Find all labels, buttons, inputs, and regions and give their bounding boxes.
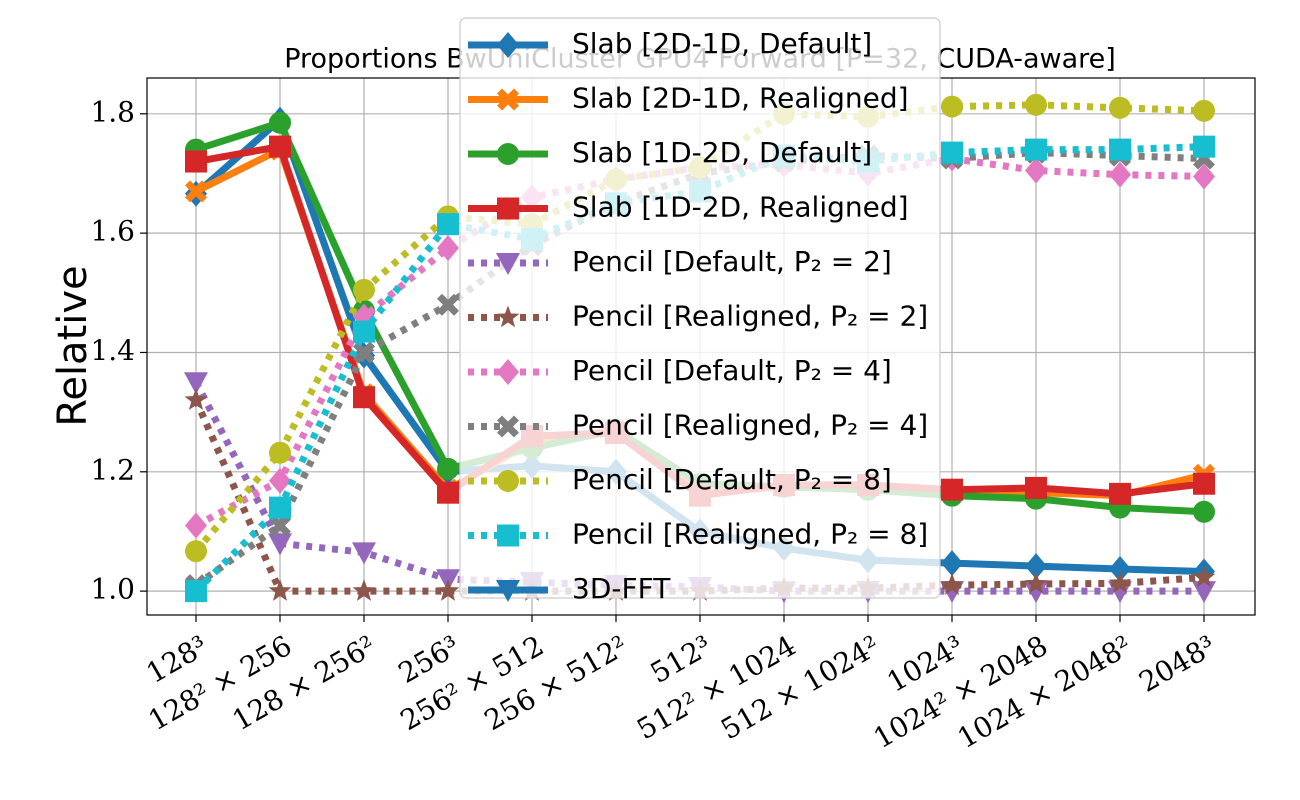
marker (1192, 581, 1216, 604)
marker (1193, 99, 1215, 122)
marker (1024, 571, 1048, 594)
marker (497, 470, 519, 492)
marker (1109, 161, 1131, 188)
marker (1193, 135, 1215, 158)
legend-frame (459, 17, 941, 599)
marker (1108, 571, 1132, 594)
marker (437, 481, 459, 504)
legend: Slab [2D-1D, Default] Slab [2D-1D, Realig… (459, 17, 941, 605)
marker (269, 441, 291, 464)
legend-label: Slab [2D-1D, Default] (572, 27, 872, 60)
marker (1109, 138, 1131, 161)
marker (1025, 476, 1047, 499)
marker (496, 305, 520, 328)
legend-label: Slab [1D-2D, Default] (572, 136, 872, 169)
marker (496, 580, 520, 602)
y-tick-label: 1.2 (90, 453, 135, 486)
marker (940, 573, 964, 595)
marker (496, 253, 520, 275)
legend-label: Pencil [Default, P₂ = 8] (572, 463, 892, 496)
marker (497, 415, 519, 438)
marker (437, 293, 459, 316)
marker (497, 32, 519, 58)
y-tick-label: 1.0 (90, 573, 135, 606)
marker (269, 496, 291, 519)
marker (185, 150, 207, 173)
marker (1025, 157, 1047, 184)
marker (1109, 556, 1131, 583)
marker (1193, 163, 1215, 190)
marker (437, 457, 459, 480)
marker (353, 341, 375, 364)
marker (941, 478, 963, 501)
marker (268, 533, 292, 556)
marker (1193, 500, 1215, 523)
marker (185, 580, 207, 603)
legend-label: Slab [2D-1D, Realigned] (572, 82, 909, 115)
marker (269, 514, 291, 537)
marker (1025, 138, 1047, 161)
marker (353, 278, 375, 301)
marker (497, 197, 519, 220)
x-tick-label: 2048³ (1133, 629, 1221, 699)
y-tick-label: 1.4 (90, 334, 135, 367)
y-tick-label: 1.6 (90, 215, 135, 248)
marker (436, 579, 460, 601)
marker (268, 579, 292, 601)
marker (497, 524, 519, 547)
marker (185, 512, 207, 539)
legend-label: Pencil [Realigned, P₂ = 2] (572, 300, 928, 333)
marker (497, 143, 519, 165)
marker (437, 235, 459, 262)
marker (352, 542, 376, 565)
marker (184, 372, 208, 395)
marker (269, 111, 291, 134)
legend-label: Pencil [Realigned, P₂ = 8] (572, 518, 928, 551)
marker (1025, 553, 1047, 580)
y-axis-label: Relative (50, 265, 96, 426)
marker (437, 213, 459, 236)
marker (184, 388, 208, 410)
marker (1109, 96, 1131, 119)
marker (353, 386, 375, 409)
marker (941, 141, 963, 164)
marker (1109, 482, 1131, 505)
marker (185, 540, 207, 563)
marker (497, 88, 519, 111)
legend-label: Slab [1D-2D, Realigned] (572, 191, 909, 224)
marker (269, 467, 291, 494)
marker (185, 180, 207, 203)
marker (941, 550, 963, 577)
marker (353, 320, 375, 343)
marker (1025, 93, 1047, 116)
marker (269, 135, 291, 158)
legend-label: Pencil [Default, P₂ = 2] (572, 245, 892, 278)
marker (1024, 581, 1048, 604)
y-tick-label: 1.8 (90, 95, 135, 128)
marker (497, 359, 519, 385)
marker (1193, 472, 1215, 495)
marker (941, 95, 963, 118)
marker (352, 579, 376, 601)
legend-label: Pencil [Default, P₂ = 4] (572, 354, 892, 387)
legend-label: 3D-FFT (572, 572, 671, 605)
legend-label: Pencil [Realigned, P₂ = 4] (572, 409, 928, 442)
marker (1192, 565, 1216, 588)
